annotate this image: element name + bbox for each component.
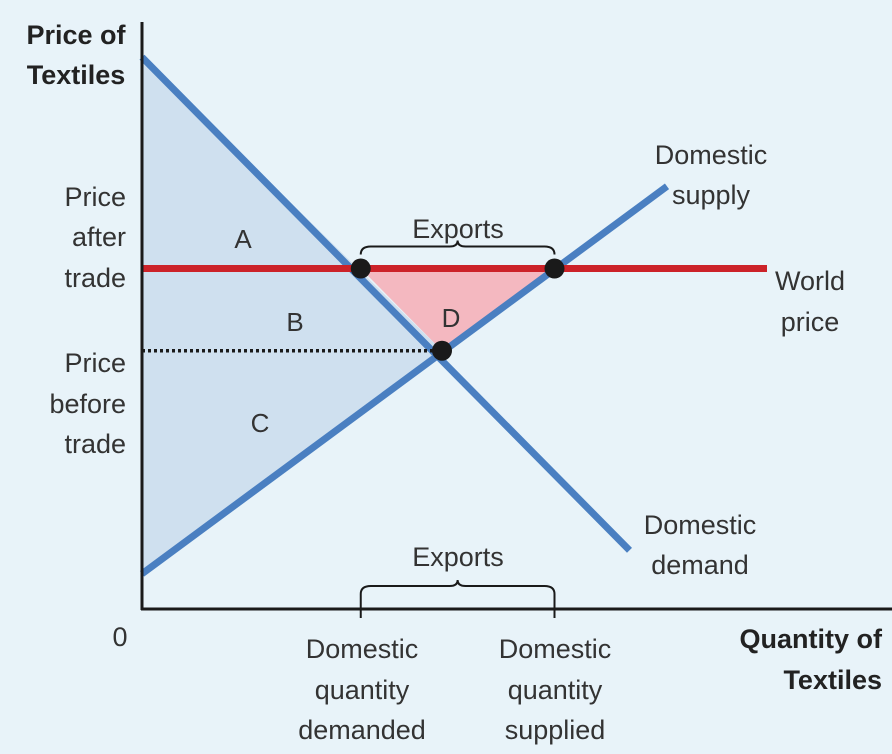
domestic-supply-line (139, 183, 670, 577)
domestic-demand-line (139, 54, 632, 553)
exports-brace-top (359, 240, 556, 255)
world-price-label-line-1: World (775, 266, 845, 296)
y-axis-title-line-1: Price of (26, 20, 126, 50)
point-demanded-at-world-price (350, 258, 371, 279)
price-after-trade-label-line-1: Price (64, 182, 126, 212)
region-a-label: A (234, 224, 252, 254)
price-before-trade-label-line-1: Price (64, 348, 126, 378)
region-d-label: D (442, 303, 461, 333)
quantity-supplied-label-line-1: Domestic (499, 634, 612, 664)
quantity-demanded-label-line-2: quantity (315, 675, 410, 705)
surplus-area-abc (142, 57, 442, 574)
x-axis-title-line-2: Textiles (783, 665, 882, 695)
exports-label-top: Exports (412, 214, 504, 244)
domestic-demand-label-line-1: Domestic (644, 510, 757, 540)
gain-from-trade-area-d (360, 268, 555, 351)
point-supplied-at-world-price (544, 258, 565, 279)
domestic-demand-label-line-2: demand (651, 550, 749, 580)
quantity-supplied-label-line-3: supplied (505, 715, 606, 745)
domestic-supply-label-line-2: supply (672, 180, 751, 210)
exports-brace-bottom (359, 579, 556, 595)
world-price-label-line-2: price (781, 307, 840, 337)
domestic-supply-label-line-1: Domestic (655, 140, 768, 170)
price-after-trade-label-line-2: after (72, 222, 126, 252)
quantity-supplied-label-line-2: quantity (508, 675, 603, 705)
quantity-demanded-label-line-3: demanded (298, 715, 426, 745)
quantity-demanded-label-line-1: Domestic (306, 634, 419, 664)
price-after-trade-label-line-3: trade (64, 263, 126, 293)
price-before-trade-label-line-2: before (49, 389, 126, 419)
origin-label: 0 (112, 622, 127, 652)
y-axis-title-line-2: Textiles (27, 60, 126, 90)
region-c-label: C (251, 408, 270, 438)
price-before-trade-label-line-3: trade (64, 429, 126, 459)
x-axis-title-line-1: Quantity of (740, 624, 883, 654)
domestic-equilibrium-point (432, 340, 452, 361)
exports-label-bottom: Exports (412, 542, 504, 572)
region-b-label: B (286, 307, 303, 337)
